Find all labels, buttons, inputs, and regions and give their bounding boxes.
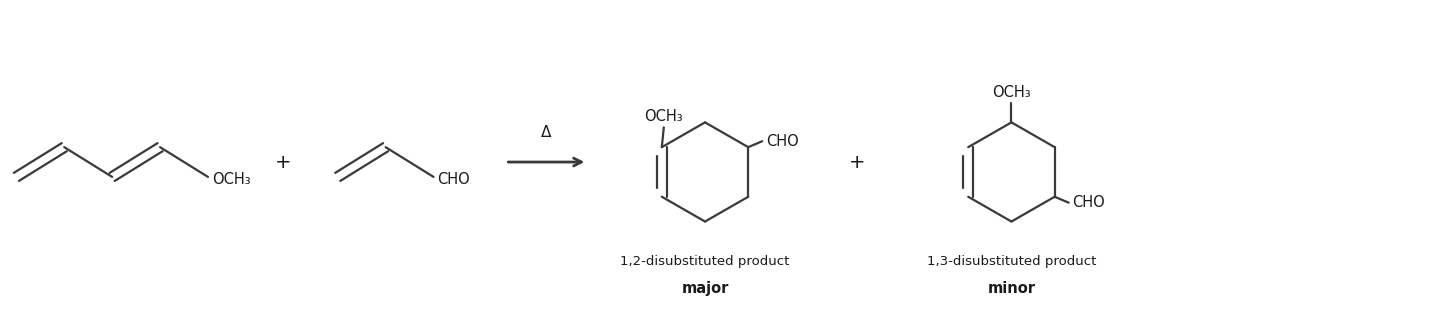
Text: +: +	[848, 153, 865, 172]
Text: 1,2-disubstituted product: 1,2-disubstituted product	[620, 255, 790, 268]
Text: OCH₃: OCH₃	[645, 109, 684, 124]
Text: 1,3-disubstituted product: 1,3-disubstituted product	[927, 255, 1096, 268]
Text: OCH₃: OCH₃	[212, 172, 251, 187]
Text: Δ: Δ	[541, 125, 551, 140]
Text: +: +	[274, 153, 291, 172]
Text: major: major	[681, 282, 728, 297]
Text: OCH₃: OCH₃	[992, 85, 1031, 100]
Text: minor: minor	[988, 282, 1035, 297]
Text: CHO: CHO	[766, 134, 799, 149]
Text: CHO: CHO	[437, 172, 470, 187]
Text: CHO: CHO	[1073, 195, 1106, 210]
